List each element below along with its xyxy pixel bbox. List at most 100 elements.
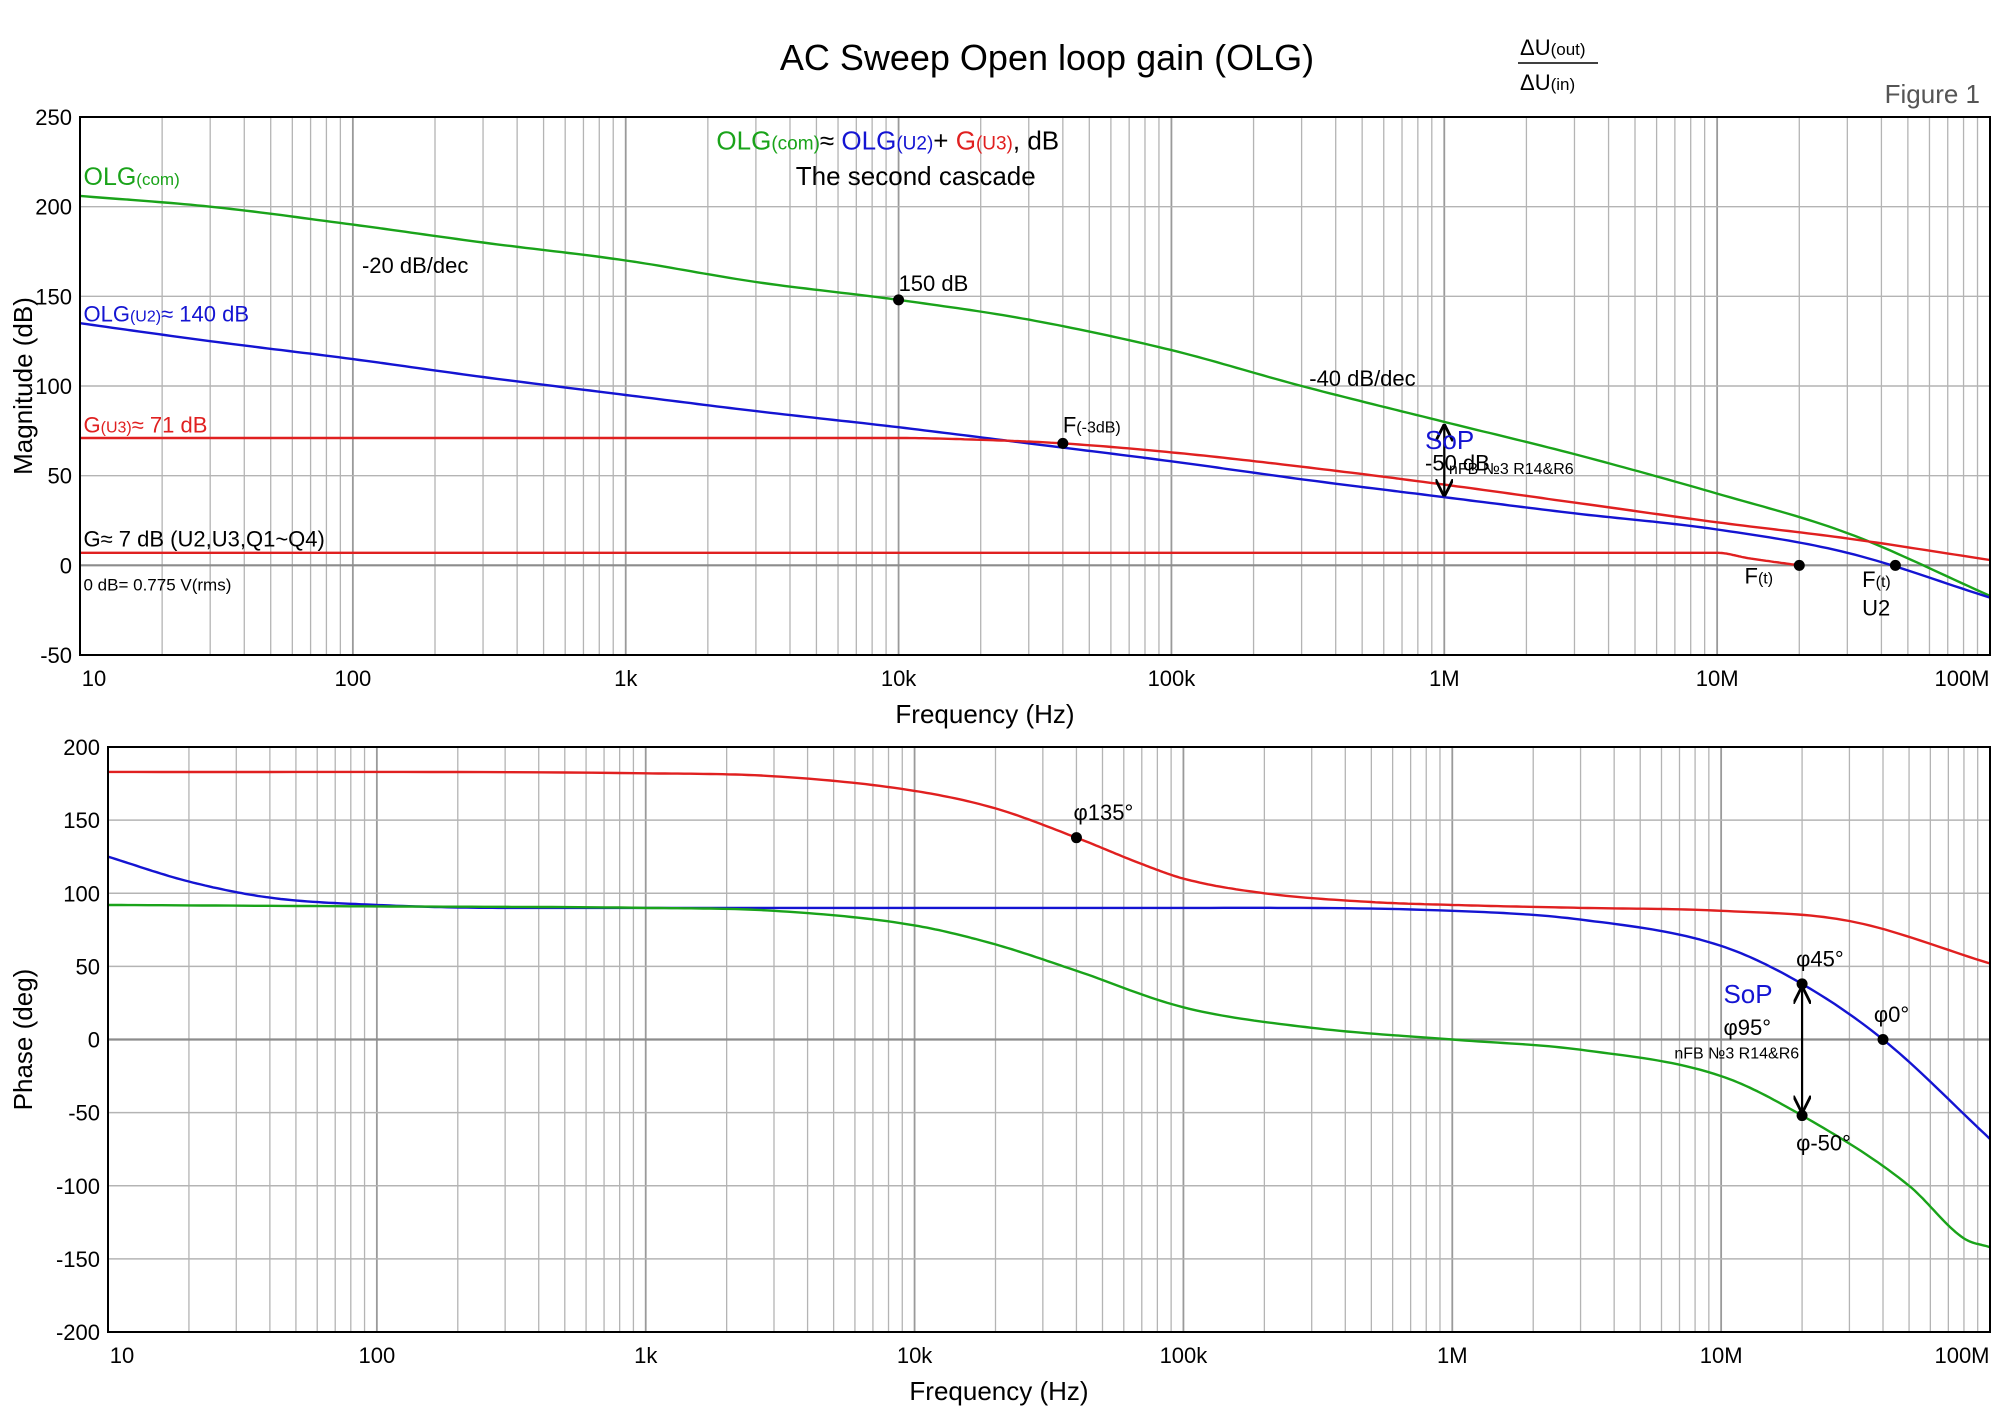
magnitude-tick-labels: 10 100 1k 10k 100k 1M 10M 100M -50 0 50 100 150 200 25… [35, 105, 1989, 691]
y-tick-label: 200 [63, 735, 100, 760]
phi-minus50-label: φ-50° [1796, 1131, 1851, 1156]
phase-markers [1070, 832, 1889, 1122]
f-3db-text: F [1063, 413, 1076, 438]
formula-u2-sub: (U2) [896, 133, 933, 154]
nfb-phase-label: nFB №3 R14&R6 [1674, 1046, 1799, 1063]
ratio-numerator: ΔU(out) [1520, 35, 1586, 60]
y-tick-label: 250 [35, 105, 72, 130]
formula-g-sub: (U3) [976, 133, 1013, 154]
y-tick-label: 150 [35, 284, 72, 309]
phi95-label: φ95° [1723, 1015, 1771, 1040]
data-point-marker [1070, 832, 1082, 844]
y-tick-label: 0 [60, 553, 72, 578]
phi45-label: φ45° [1796, 946, 1844, 971]
data-point-marker [1796, 1110, 1808, 1122]
ft-sub: (t) [1758, 570, 1773, 587]
phase-annotations: φ135° φ45° SoP φ95° nFB №3 R14&R6 φ0° φ-… [1073, 800, 1909, 1156]
formula-approx: ≈ [820, 125, 842, 155]
y-tick-label: -50 [68, 1101, 100, 1126]
chart-title: AC Sweep Open loop gain (OLG) [780, 37, 1314, 78]
formula-olg-sub: (com) [771, 133, 820, 154]
x-tick-label: 1M [1437, 1343, 1468, 1368]
y-tick-label: 0 [88, 1028, 100, 1053]
sop-phase-label: SoP [1723, 979, 1772, 1009]
phase-panel: 10 100 1k 10k 100k 1M 10M 100M -200 -150 -100 -50 0 5… [8, 735, 1991, 1406]
series-line-olg_u2 [79, 322, 1991, 599]
g-u3-text: G [84, 413, 101, 438]
ratio-den-text: ΔU [1520, 70, 1551, 95]
x-tick-label: 10M [1700, 1343, 1743, 1368]
zero-db-label: 0 dB= 0.775 V(rms) [84, 575, 232, 594]
magnitude-x-axis-label: Frequency (Hz) [895, 699, 1074, 729]
series-line-phase_red [108, 770, 1991, 965]
magnitude-panel: 10 100 1k 10k 100k 1M 10M 100M -50 0 50 100 150 200 25… [8, 105, 1991, 729]
x-tick-label: 100 [334, 666, 371, 691]
nfb-mag-label: nFB №3 R14&R6 [1449, 461, 1574, 478]
x-tick-label: 100M [1934, 1343, 1989, 1368]
phase-tick-labels: 10 100 1k 10k 100k 1M 10M 100M -200 -150 -100 -50 0 5… [56, 735, 1990, 1368]
data-point-marker [1796, 978, 1808, 990]
phase-series [107, 770, 1991, 1249]
y-tick-label: 100 [63, 881, 100, 906]
magnitude-markers [893, 294, 1901, 571]
y-tick-label: 200 [35, 195, 72, 220]
ratio-denominator: ΔU(in) [1520, 70, 1575, 95]
x-tick-label: 1M [1429, 666, 1460, 691]
y-tick-label: -150 [56, 1247, 100, 1272]
formula-u2: OLG [841, 125, 896, 155]
header: AC Sweep Open loop gain (OLG) ΔU(out) ΔU… [780, 35, 1980, 109]
g-u3-value: ≈ 71 dB [132, 413, 208, 438]
y-tick-label: 150 [63, 808, 100, 833]
olg-u2-value: ≈ 140 dB [161, 301, 249, 326]
phi0-label: φ0° [1874, 1002, 1909, 1027]
data-point-marker [1057, 437, 1069, 449]
slope-20-label: -20 dB/dec [362, 253, 468, 278]
f-3db-sub: (-3dB) [1076, 420, 1120, 437]
olg-u2-sub: (U2) [130, 308, 161, 325]
data-point-marker [1877, 1034, 1889, 1045]
ft-text: F [1745, 563, 1758, 588]
x-tick-label: 1k [634, 1343, 658, 1368]
x-tick-label: 1k [614, 666, 638, 691]
g-u3-label: G(U3)≈ 71 dB [84, 413, 208, 438]
phase-x-axis-label: Frequency (Hz) [909, 1376, 1088, 1406]
magnitude-annotations: OLG(com)≈ OLG(U2)+ G(U3), dB The second … [84, 125, 1891, 620]
magnitude-series [79, 194, 1991, 599]
series-line-g_u3 [80, 436, 1991, 562]
x-tick-label: 100k [1148, 666, 1197, 691]
formula-unit: , dB [1013, 125, 1059, 155]
g-u3-sub: (U3) [101, 420, 132, 437]
olg-com-label: OLG(com) [84, 163, 180, 191]
sop-mag-label: SoP [1425, 425, 1474, 455]
y-tick-label: 50 [76, 954, 100, 979]
series-line-olg_com [79, 194, 1991, 597]
y-tick-label: 50 [48, 464, 72, 489]
magnitude-plot-frame [79, 116, 1991, 656]
ft2-text: F [1862, 567, 1875, 592]
x-tick-label: 100M [1934, 666, 1989, 691]
f-3db-label: F(-3dB) [1063, 413, 1121, 438]
phase-grid [107, 746, 1991, 1333]
ft2-sub: (t) [1876, 574, 1891, 591]
ft-label: F(t) [1745, 563, 1774, 588]
x-tick-label: 10k [881, 666, 917, 691]
series-line-phase_blue [107, 855, 1991, 1140]
data-point-marker [1889, 559, 1901, 571]
olg-u2-label: OLG(U2)≈ 140 dB [84, 301, 250, 326]
gain-150-label: 150 dB [899, 271, 969, 296]
x-tick-label: 10M [1696, 666, 1739, 691]
ratio-den-sub: (in) [1551, 75, 1576, 94]
minus-50db-label: -50 dB [1425, 450, 1490, 475]
x-tick-label: 100 [358, 1343, 395, 1368]
x-tick-label: 10k [897, 1343, 933, 1368]
data-point-marker [893, 294, 905, 306]
x-tick-label: 10 [82, 666, 106, 691]
figure-label: Figure 1 [1885, 79, 1980, 109]
phase-y-axis-label: Phase (deg) [8, 969, 38, 1111]
data-point-marker [1793, 559, 1805, 571]
ft-u2-label: F(t) [1862, 567, 1891, 592]
magnitude-grid [79, 116, 1991, 656]
formula-olg: OLG [716, 125, 771, 155]
olg-com-text: OLG [84, 163, 137, 191]
g7-label: G≈ 7 dB (U2,U3,Q1~Q4) [84, 527, 325, 552]
